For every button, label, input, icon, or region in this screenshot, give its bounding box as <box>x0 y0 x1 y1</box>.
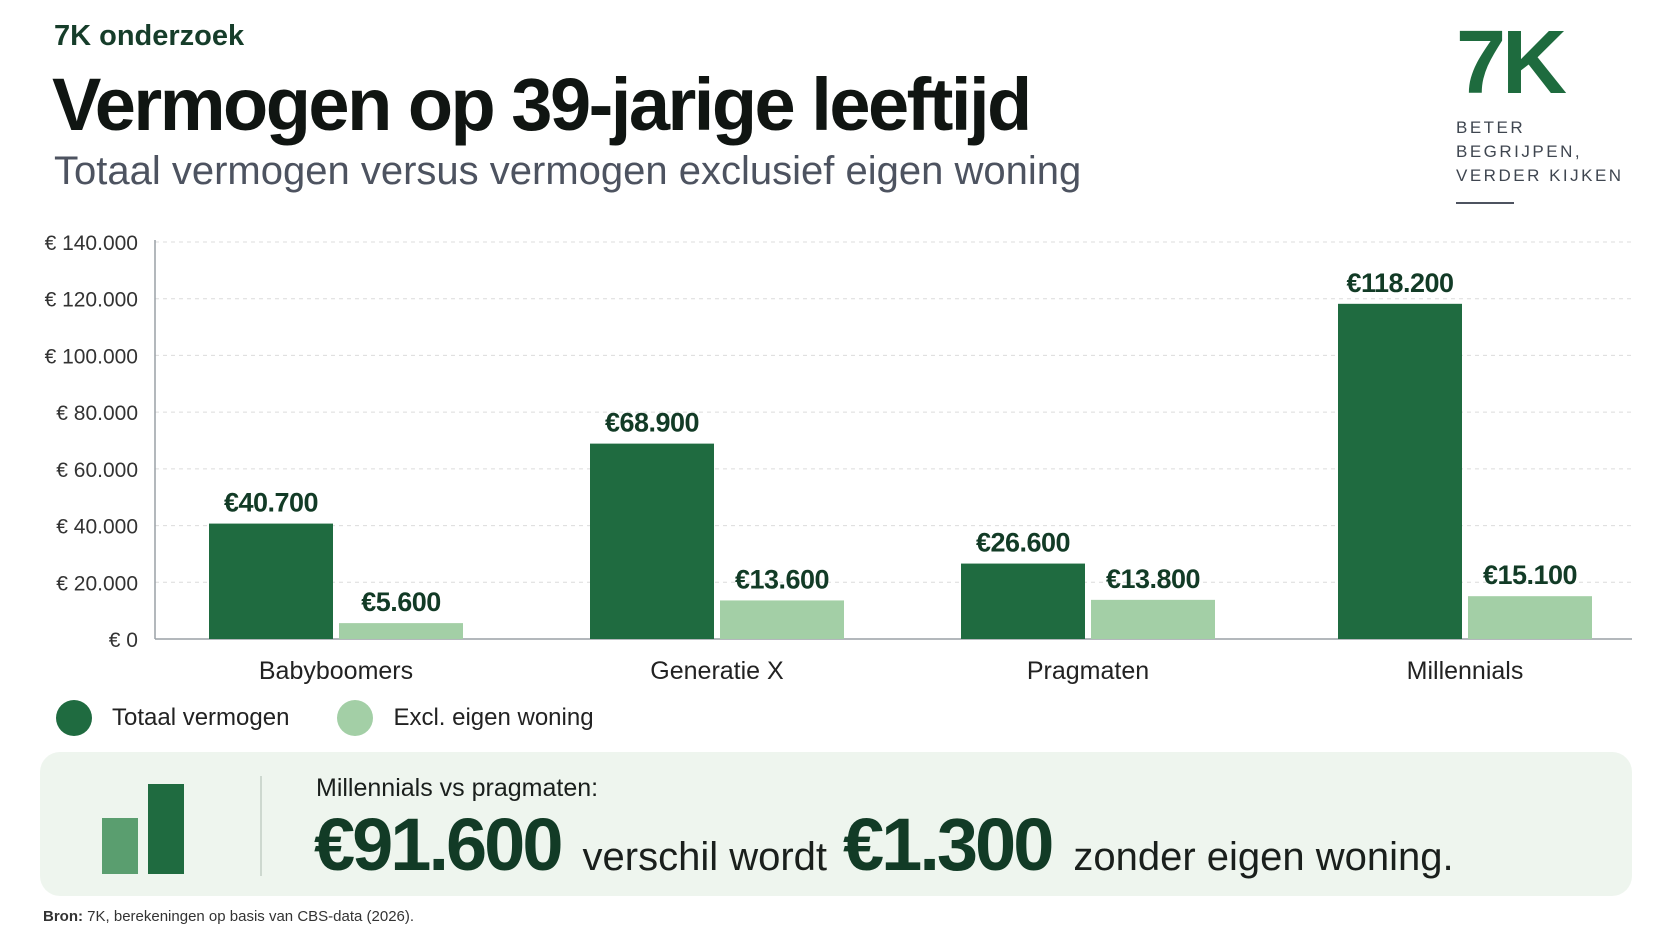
callout-value-difference: €91.600 <box>314 803 563 886</box>
callout-lead: Millennials vs pragmaten: <box>316 774 599 802</box>
bar-chart-icon <box>102 784 184 874</box>
callout-panel: Millennials vs pragmaten: €91.600 verschi… <box>40 752 1632 896</box>
logo-rule <box>1456 202 1514 204</box>
bar-value-label: €13.600 <box>735 564 829 594</box>
y-tick-label: € 140.000 <box>45 232 138 255</box>
bar <box>590 443 714 639</box>
bar <box>961 563 1085 639</box>
bar <box>720 600 844 639</box>
bar-value-label: €118.200 <box>1346 268 1453 298</box>
page-title: Vermogen op 39-jarige leeftijd <box>52 63 1032 146</box>
callout-divider <box>260 776 262 876</box>
callout-statement: €91.600 verschil wordt €1.300 zonder eigen … <box>314 802 1470 887</box>
bar <box>339 623 463 639</box>
x-tick-label: Babyboomers <box>259 657 413 685</box>
legend-swatch-excl <box>337 700 374 736</box>
bar-value-label: €40.700 <box>224 488 318 518</box>
tagline-line: VERDER KIJKEN <box>1456 166 1624 185</box>
bar-chart: € 0 € 20.000 € 40.000 € 60.000 € 80.000 € 100… <box>45 232 1632 685</box>
bar <box>1338 303 1462 639</box>
legend-label-total: Totaal vermogen <box>112 704 290 731</box>
y-tick-label: € 60.000 <box>56 459 138 482</box>
bar-value-label: €26.600 <box>976 528 1070 558</box>
bar-value-label: €15.100 <box>1483 560 1577 590</box>
legend-label-excl: Excl. eigen woning <box>393 704 594 731</box>
legend: Totaal vermogen Excl. eigen woning <box>56 700 642 736</box>
y-tick-label: € 120.000 <box>45 289 138 312</box>
source-text: 7K, berekeningen op basis van CBS-data (… <box>87 908 415 925</box>
y-tick-label: € 40.000 <box>56 516 138 539</box>
source-note: Bron: 7K, berekeningen op basis van CBS-… <box>43 908 414 925</box>
y-tick-label: € 100.000 <box>45 345 138 368</box>
bar-value-label: €13.800 <box>1106 564 1200 594</box>
brand-logo: 7K BETER BEGRIJPEN, VERDER KIJKEN <box>1456 18 1646 204</box>
legend-swatch-total <box>56 700 92 736</box>
callout-value-excl: €1.300 <box>843 803 1054 886</box>
source-label: Bron: <box>43 908 83 925</box>
callout-tail-text: zonder eigen woning. <box>1073 835 1454 879</box>
bar-value-label: €68.900 <box>605 408 699 438</box>
page-subtitle: Totaal vermogen versus vermogen exclusie… <box>54 149 1082 193</box>
tagline-line: BETER <box>1456 118 1526 137</box>
y-tick-label: € 20.000 <box>56 572 138 595</box>
tagline-line: BEGRIJPEN, <box>1456 142 1583 161</box>
callout-middle-text: verschil wordt <box>582 835 828 879</box>
bar <box>1091 599 1215 639</box>
bar-value-label: €5.600 <box>361 587 441 617</box>
x-tick-label: Generatie X <box>650 657 784 685</box>
x-tick-label: Millennials <box>1407 657 1524 685</box>
logo-tagline: BETER BEGRIJPEN, VERDER KIJKEN <box>1456 116 1646 188</box>
bar <box>209 523 333 639</box>
bar <box>1468 596 1592 639</box>
kicker: 7K onderzoek <box>54 20 245 52</box>
y-tick-label: € 80.000 <box>56 402 138 425</box>
x-tick-label: Pragmaten <box>1027 657 1149 685</box>
logo-mark: 7K <box>1456 13 1567 113</box>
y-tick-label: € 0 <box>109 629 138 652</box>
